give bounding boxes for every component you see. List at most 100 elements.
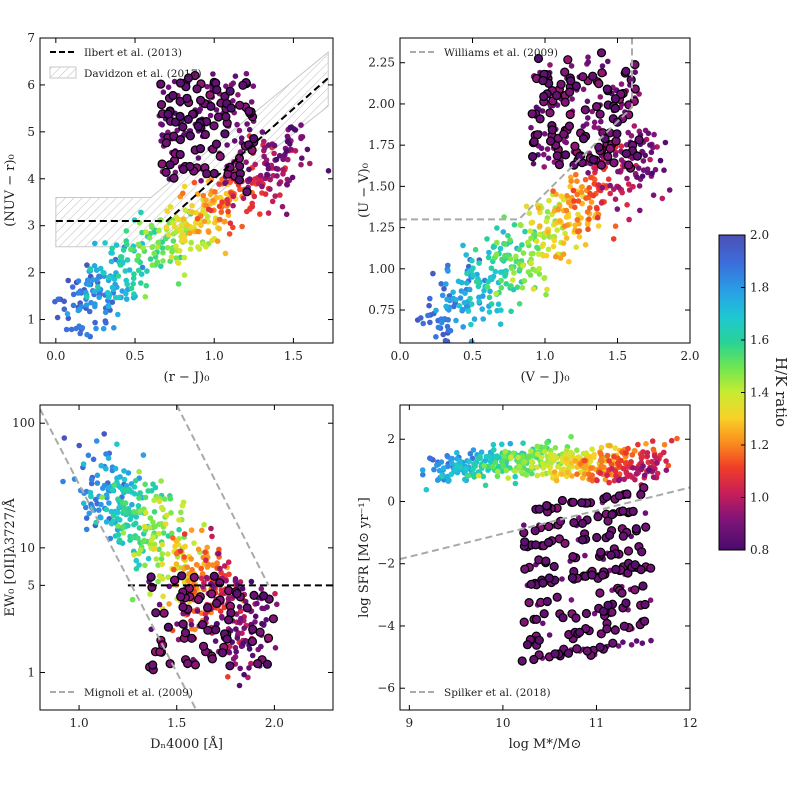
scatter-point bbox=[490, 244, 497, 250]
scatter-point bbox=[560, 67, 570, 77]
scatter-point bbox=[648, 149, 655, 156]
y-axis-label: (U − V)₀ bbox=[357, 163, 372, 218]
scatter-point bbox=[568, 449, 574, 456]
scatter-point bbox=[105, 455, 112, 462]
scatter-point bbox=[176, 592, 186, 602]
scatter-point bbox=[640, 463, 646, 469]
scatter-point bbox=[325, 168, 332, 174]
colorbar-tick-label: 0.8 bbox=[750, 543, 769, 557]
scatter-point bbox=[174, 259, 181, 266]
scatter-point bbox=[125, 470, 132, 476]
scatter-point bbox=[581, 457, 588, 464]
scatter-point bbox=[242, 187, 252, 197]
scatter-point bbox=[615, 168, 621, 175]
scatter-point bbox=[204, 544, 210, 551]
scatter-point bbox=[461, 299, 468, 306]
y-tick-label: −2 bbox=[377, 557, 395, 571]
scatter-point bbox=[442, 345, 448, 351]
scatter-point bbox=[472, 246, 479, 253]
scatter-point bbox=[109, 284, 116, 291]
scatter-point bbox=[194, 215, 201, 222]
scatter-point bbox=[459, 306, 466, 313]
scatter-point bbox=[230, 224, 236, 231]
scatter-point bbox=[207, 654, 217, 664]
scatter-point bbox=[160, 593, 166, 600]
scatter-point bbox=[445, 327, 452, 334]
scatter-point bbox=[225, 674, 231, 680]
scatter-point bbox=[540, 465, 547, 471]
scatter-point bbox=[500, 229, 507, 235]
scatter-point bbox=[604, 530, 615, 540]
scatter-point bbox=[522, 459, 528, 465]
scatter-point bbox=[151, 250, 157, 257]
scatter-point bbox=[212, 85, 222, 95]
scatter-point bbox=[444, 338, 451, 343]
scatter-point bbox=[90, 456, 97, 463]
scatter-point bbox=[220, 129, 230, 139]
scatter-point bbox=[534, 472, 541, 479]
scatter-point bbox=[203, 197, 209, 203]
scatter-point bbox=[563, 55, 573, 65]
scatter-point bbox=[544, 286, 550, 293]
scatter-point bbox=[166, 601, 172, 607]
scatter-point bbox=[468, 338, 475, 343]
scatter-point bbox=[497, 269, 504, 276]
scatter-point bbox=[165, 551, 171, 557]
scatter-point bbox=[528, 124, 534, 131]
scatter-point bbox=[106, 274, 112, 281]
scatter-point bbox=[445, 268, 451, 274]
scatter-point bbox=[283, 148, 290, 154]
scatter-point bbox=[552, 445, 559, 451]
scatter-point bbox=[438, 459, 445, 465]
scatter-point bbox=[631, 123, 638, 129]
scatter-point bbox=[184, 222, 191, 228]
scatter-point bbox=[420, 320, 427, 327]
scatter-point bbox=[209, 237, 215, 244]
scatter-point bbox=[217, 608, 224, 614]
scatter-point bbox=[598, 444, 605, 451]
scatter-point bbox=[103, 451, 109, 457]
scatter-point bbox=[594, 142, 604, 152]
scatter-point bbox=[516, 301, 523, 307]
scatter-point bbox=[626, 187, 633, 193]
scatter-point bbox=[590, 192, 597, 199]
scatter-point bbox=[607, 509, 617, 520]
scatter-point bbox=[209, 562, 216, 568]
scatter-point bbox=[547, 62, 553, 68]
scatter-point bbox=[232, 576, 239, 582]
scatter-point bbox=[148, 537, 155, 543]
scatter-point bbox=[632, 476, 638, 483]
x-tick-label: 1.0 bbox=[205, 349, 224, 363]
scatter-point bbox=[216, 181, 222, 187]
scatter-point bbox=[191, 540, 197, 546]
scatter-point bbox=[566, 258, 572, 265]
scatter-point bbox=[160, 249, 166, 256]
scatter-point bbox=[189, 566, 195, 573]
scatter-point bbox=[180, 628, 191, 638]
scatter-point bbox=[520, 440, 526, 447]
scatter-point bbox=[582, 471, 588, 477]
scatter-point bbox=[470, 447, 477, 453]
scatter-point bbox=[255, 627, 265, 637]
scatter-point bbox=[665, 462, 672, 469]
scatter-point bbox=[272, 590, 278, 597]
scatter-point bbox=[503, 281, 510, 287]
scatter-point bbox=[603, 600, 613, 610]
scatter-point bbox=[640, 599, 650, 610]
scatter-point bbox=[636, 183, 643, 189]
scatter-point bbox=[470, 272, 477, 279]
scatter-point bbox=[158, 521, 165, 527]
scatter-point bbox=[61, 298, 67, 305]
scatter-point bbox=[476, 260, 482, 266]
scatter-point bbox=[96, 294, 102, 301]
scatter-point bbox=[200, 192, 207, 199]
scatter-point bbox=[576, 234, 583, 240]
scatter-point bbox=[304, 146, 311, 153]
scatter-point bbox=[279, 203, 286, 210]
scatter-point bbox=[180, 231, 187, 238]
scatter-point bbox=[68, 326, 75, 333]
scatter-point bbox=[594, 477, 600, 484]
scatter-point bbox=[607, 190, 613, 197]
scatter-point bbox=[251, 193, 258, 200]
scatter-point bbox=[494, 239, 500, 246]
